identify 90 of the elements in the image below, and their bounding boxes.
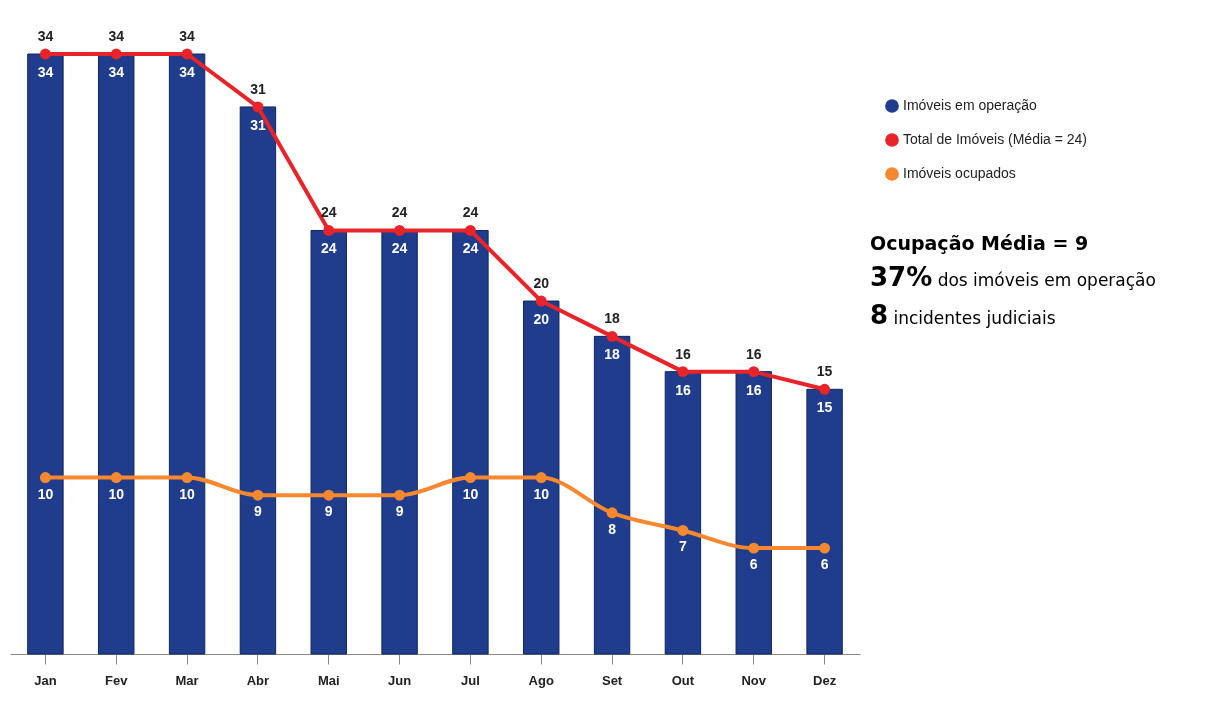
text: 37% dos imóveis em operação	[870, 262, 1156, 292]
data-label: 18	[604, 310, 621, 327]
data-label: 31	[250, 116, 266, 133]
bar	[239, 106, 277, 655]
point	[535, 295, 547, 307]
point	[39, 472, 51, 483]
bar	[593, 335, 631, 655]
data-label: 16	[745, 381, 762, 398]
point	[464, 225, 476, 236]
data-label: 24	[391, 204, 408, 221]
data-label: 16	[675, 345, 691, 362]
point	[39, 48, 51, 60]
point	[748, 542, 760, 554]
x-tick-label: Mar	[175, 672, 199, 688]
point	[748, 366, 760, 378]
x-tick-label: Jan	[34, 672, 57, 688]
x-tick-label: Out	[671, 672, 695, 688]
text: 8 incidentes judiciais	[870, 300, 1056, 330]
point	[535, 472, 547, 483]
point	[181, 48, 193, 60]
bar	[452, 229, 489, 655]
data-label: 16	[745, 345, 762, 362]
data-label: 24	[320, 240, 337, 257]
point	[819, 542, 831, 554]
legend-label: Total de Imóveis (Média = 24)	[903, 131, 1088, 147]
bar	[735, 371, 772, 655]
x-tick-label: Dez	[813, 672, 837, 688]
data-label: 20	[533, 311, 550, 328]
data-label: 9	[254, 503, 263, 520]
x-tick-label: Mai	[317, 672, 340, 688]
bar	[168, 53, 206, 655]
point	[252, 101, 264, 113]
data-label: 8	[608, 520, 617, 537]
x-tick-label: Abr	[246, 672, 270, 688]
data-label: 6	[820, 556, 829, 573]
data-label: 9	[395, 503, 404, 520]
data-label: 34	[37, 28, 54, 44]
point	[394, 225, 406, 236]
x-tick-label: Fev	[105, 672, 129, 688]
point	[677, 366, 689, 378]
data-label: 16	[675, 381, 691, 398]
data-label: 10	[462, 485, 479, 502]
point	[110, 48, 122, 60]
point	[323, 489, 335, 501]
x-tick-label: Ago	[528, 672, 554, 688]
data-label: 34	[108, 28, 125, 44]
bar	[523, 300, 560, 655]
bar	[27, 53, 64, 655]
data-label: 24	[391, 240, 408, 257]
point	[606, 330, 618, 342]
bar	[98, 53, 135, 655]
x-tick-label: Set	[601, 672, 623, 688]
point	[606, 507, 618, 519]
text: Ocupação Média = 9	[870, 232, 1090, 254]
data-label: 24	[462, 240, 479, 257]
data-label: 18	[604, 346, 621, 363]
data-label: 31	[250, 80, 266, 97]
data-label: 20	[533, 275, 550, 292]
data-label: 24	[320, 204, 337, 221]
point	[252, 489, 264, 501]
x-tick-label: Nov	[741, 672, 767, 688]
point	[181, 472, 193, 483]
bar	[310, 229, 347, 655]
data-label: 15	[816, 399, 833, 416]
bar	[806, 388, 843, 655]
data-label: 34	[108, 64, 125, 80]
legend-label: Imóveis em operação	[903, 97, 1038, 113]
data-label: 9	[324, 503, 333, 520]
data-label: 34	[179, 64, 196, 80]
x-tick-label: Jul	[461, 672, 480, 688]
legend-label: Imóveis ocupados	[903, 165, 1016, 181]
point	[110, 472, 122, 483]
data-label: 6	[749, 556, 758, 573]
data-label: 34	[179, 28, 196, 44]
bar	[664, 371, 702, 655]
point	[394, 489, 406, 501]
data-label: 10	[179, 485, 196, 502]
point	[677, 525, 689, 536]
data-label: 34	[37, 64, 54, 80]
point	[819, 383, 831, 395]
x-tick-label: Jun	[388, 672, 412, 688]
data-label: 15	[816, 363, 833, 380]
data-label: 10	[108, 485, 125, 502]
bar	[381, 229, 418, 655]
data-label: 10	[37, 485, 54, 502]
data-label: 7	[679, 538, 688, 555]
point	[323, 225, 335, 236]
data-label: 10	[533, 485, 550, 502]
data-label: 24	[462, 204, 479, 221]
point	[464, 472, 476, 483]
